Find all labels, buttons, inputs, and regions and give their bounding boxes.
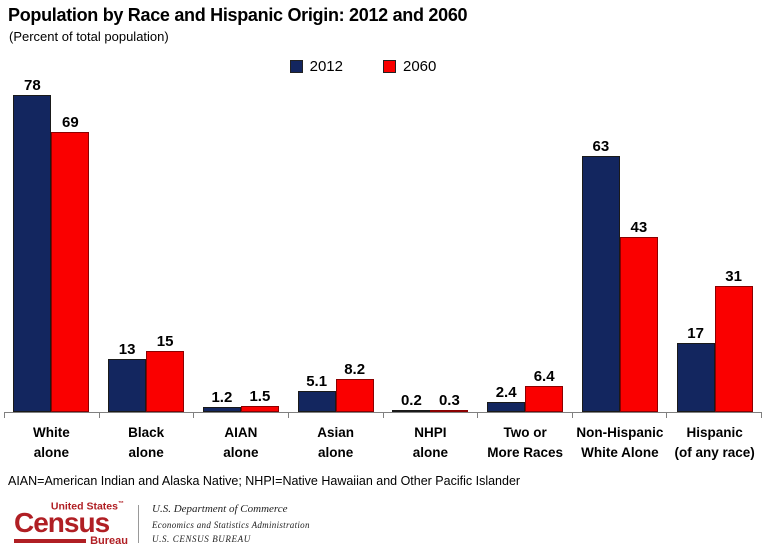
logo-census-label: Census (14, 506, 110, 538)
logo-bureau-row: Bureau (14, 535, 128, 547)
page-subtitle: (Percent of total population) (9, 29, 169, 44)
footer-line-commerce: U.S. Department of Commerce (152, 503, 288, 516)
bar-value-label: 17 (687, 324, 704, 342)
bar-value-label: 6.4 (533, 368, 555, 385)
logo-united-states-label: United States™ (50, 500, 124, 513)
bar-value-label: 8.2 (344, 360, 366, 378)
footer-department-lines: U.S. Department of Commerce Economics an… (152, 501, 310, 546)
axis-tick (4, 413, 100, 418)
bar-value-label: 0.2 (400, 392, 422, 409)
legend-swatch-2012 (289, 59, 303, 73)
bar-2060 (430, 410, 469, 412)
category-label: Two or More Races (487, 425, 564, 460)
plot-area: 78 69 13 15 1.2 1.5 5.1 8.2 0.2 0.3 2.4 6.4 63 43 17 31 (4, 76, 762, 413)
page-title: Population by Race and Hispanic Origin: … (8, 5, 468, 25)
legend-item-2012: 2012 (289, 57, 343, 75)
bar-wrap-2012: 78 (13, 77, 52, 412)
bar-2012 (676, 342, 715, 412)
bar-wrap-2060: 43 (619, 219, 658, 412)
bar-wrap-2012: 2.4 (487, 384, 526, 412)
bar-group: 13 15 (99, 333, 194, 412)
footer: United States™ Census Bureau U.S. Depart… (0, 498, 766, 550)
bar-value-label: 5.1 (306, 373, 328, 391)
bar-value-label: 1.2 (211, 389, 233, 407)
census-bureau-logo: United States™ Census Bureau (14, 500, 128, 547)
bar-group: 0.2 0.3 (383, 392, 478, 412)
category-label: Hispanic (of any race) (674, 425, 755, 460)
axis-tick (194, 413, 289, 418)
legend-label-2012: 2012 (309, 57, 343, 75)
bar-group: 2.4 6.4 (478, 368, 573, 412)
legend-swatch-2060 (383, 59, 396, 73)
bar-group: 78 69 (4, 77, 99, 412)
axis-tick (384, 413, 479, 418)
axis-tick (667, 413, 762, 418)
bar-2060 (51, 131, 90, 412)
bar-wrap-2060: 31 (714, 268, 753, 412)
bar-wrap-2012: 63 (581, 138, 620, 412)
bar-value-label: 0.3 (438, 392, 460, 409)
axis-tick (478, 413, 573, 418)
logo-bureau-label: Bureau (90, 535, 128, 548)
bar-value-label: 78 (24, 77, 41, 94)
bar-wrap-2012: 0.2 (392, 392, 431, 412)
bar-2012 (392, 410, 431, 412)
category-label: Asian alone (317, 425, 354, 460)
logo-underline-bar (14, 539, 87, 544)
category-label: White alone (33, 425, 70, 460)
bar-value-label: 31 (725, 268, 742, 285)
bar-2060 (619, 237, 658, 412)
bar-2012 (108, 359, 147, 412)
bar-value-label: 2.4 (495, 384, 517, 402)
bar-2060 (146, 351, 185, 412)
bar-wrap-2060: 15 (146, 333, 185, 412)
bar-value-label: 15 (156, 333, 174, 350)
footer-line-esa: Economics and Statistics Administration (152, 519, 310, 530)
footer-line-census: U.S. CENSUS BUREAU (152, 534, 251, 545)
bar-2012 (581, 156, 620, 412)
bar-value-label: 69 (62, 113, 79, 131)
footer-divider (138, 505, 139, 543)
category-label: Non-Hispanic White Alone (576, 425, 664, 460)
bar-2060 (714, 286, 753, 412)
bar-wrap-2012: 17 (676, 324, 715, 412)
bar-2012 (13, 95, 52, 412)
trademark-symbol: ™ (118, 500, 124, 507)
bar-2012 (297, 391, 336, 412)
bar-group: 17 31 (667, 268, 762, 412)
axis-ticks (4, 413, 762, 418)
bar-value-label: 1.5 (249, 387, 271, 405)
axis-tick (100, 413, 195, 418)
axis-category-labels: White alone Black alone AIAN alone Asian al… (4, 418, 762, 462)
bar-wrap-2060: 0.3 (430, 392, 469, 412)
legend-label-2060: 2060 (403, 57, 437, 75)
category-label: Black alone (128, 425, 165, 460)
category-label: AIAN alone (223, 425, 259, 460)
legend-item-2060: 2060 (383, 58, 436, 75)
bar-value-label: 13 (118, 341, 136, 359)
bar-value-label: 43 (630, 219, 648, 237)
bar-wrap-2012: 5.1 (297, 373, 336, 412)
bar-group: 63 43 (573, 138, 668, 412)
bar-wrap-2060: 6.4 (525, 368, 564, 412)
bar-wrap-2060: 1.5 (240, 387, 279, 412)
bar-2060 (335, 378, 374, 412)
bar-2060 (525, 386, 564, 412)
category-label: NHPI alone (412, 425, 448, 460)
bar-group: 5.1 8.2 (288, 361, 383, 412)
axis-tick (289, 413, 384, 418)
chart-legend: 2012 2060 (0, 56, 726, 76)
bar-value-label: 63 (592, 138, 610, 155)
bar-2012 (202, 407, 241, 412)
bar-group: 1.2 1.5 (194, 388, 289, 412)
bar-wrap-2012: 1.2 (202, 389, 241, 412)
bar-2012 (487, 402, 526, 412)
bar-2060 (240, 405, 279, 412)
bar-wrap-2012: 13 (108, 341, 147, 412)
axis-tick (573, 413, 668, 418)
bar-wrap-2060: 69 (51, 113, 90, 412)
bar-wrap-2060: 8.2 (335, 360, 374, 412)
footnote: AIAN=American Indian and Alaska Native; … (8, 474, 521, 489)
